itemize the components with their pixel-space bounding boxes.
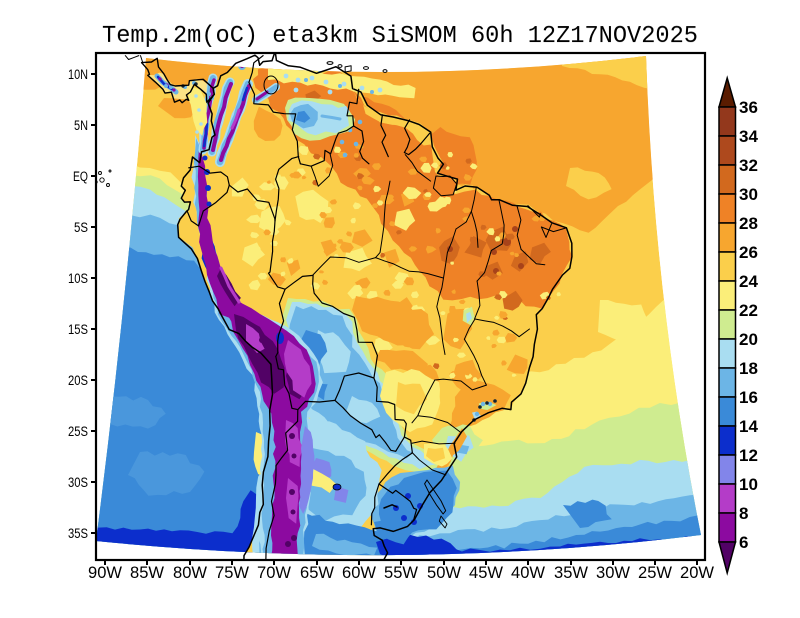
svg-text:10S: 10S xyxy=(68,271,88,286)
svg-text:80W: 80W xyxy=(173,564,207,582)
svg-text:55W: 55W xyxy=(384,564,418,582)
svg-text:5N: 5N xyxy=(74,118,88,133)
svg-text:35S: 35S xyxy=(68,526,88,541)
svg-text:20S: 20S xyxy=(68,373,88,388)
svg-text:18: 18 xyxy=(739,359,758,378)
svg-text:16: 16 xyxy=(739,388,758,407)
svg-text:30W: 30W xyxy=(596,564,630,582)
svg-text:40W: 40W xyxy=(511,564,545,582)
svg-text:36: 36 xyxy=(739,98,758,117)
svg-text:34: 34 xyxy=(739,127,758,146)
svg-text:28: 28 xyxy=(739,214,758,233)
svg-text:35W: 35W xyxy=(554,564,588,582)
svg-text:90W: 90W xyxy=(88,564,122,582)
svg-text:Temp.2m(oC) eta3km SiSMOM 60h: Temp.2m(oC) eta3km SiSMOM 60h 12Z17NOV20… xyxy=(102,23,698,50)
svg-text:85W: 85W xyxy=(130,564,164,582)
svg-text:60W: 60W xyxy=(342,564,376,582)
svg-text:5S: 5S xyxy=(74,220,88,235)
svg-text:6: 6 xyxy=(739,533,748,552)
svg-text:70W: 70W xyxy=(257,564,291,582)
svg-text:20: 20 xyxy=(739,330,758,349)
svg-text:EQ: EQ xyxy=(73,169,88,184)
svg-text:25W: 25W xyxy=(638,564,672,582)
svg-text:65W: 65W xyxy=(300,564,334,582)
svg-text:24: 24 xyxy=(739,272,758,291)
svg-text:75W: 75W xyxy=(215,564,249,582)
svg-text:12: 12 xyxy=(739,446,758,465)
svg-text:50W: 50W xyxy=(427,564,461,582)
svg-text:32: 32 xyxy=(739,156,758,175)
svg-text:22: 22 xyxy=(739,301,758,320)
svg-text:10: 10 xyxy=(739,475,758,494)
svg-text:26: 26 xyxy=(739,243,758,262)
svg-text:15S: 15S xyxy=(68,322,88,337)
svg-text:8: 8 xyxy=(739,504,748,523)
svg-text:30S: 30S xyxy=(68,475,88,490)
svg-text:45W: 45W xyxy=(469,564,503,582)
svg-text:14: 14 xyxy=(739,417,758,436)
svg-text:25S: 25S xyxy=(68,424,88,439)
svg-text:20W: 20W xyxy=(680,564,714,582)
svg-text:10N: 10N xyxy=(68,67,88,82)
svg-text:30: 30 xyxy=(739,185,758,204)
